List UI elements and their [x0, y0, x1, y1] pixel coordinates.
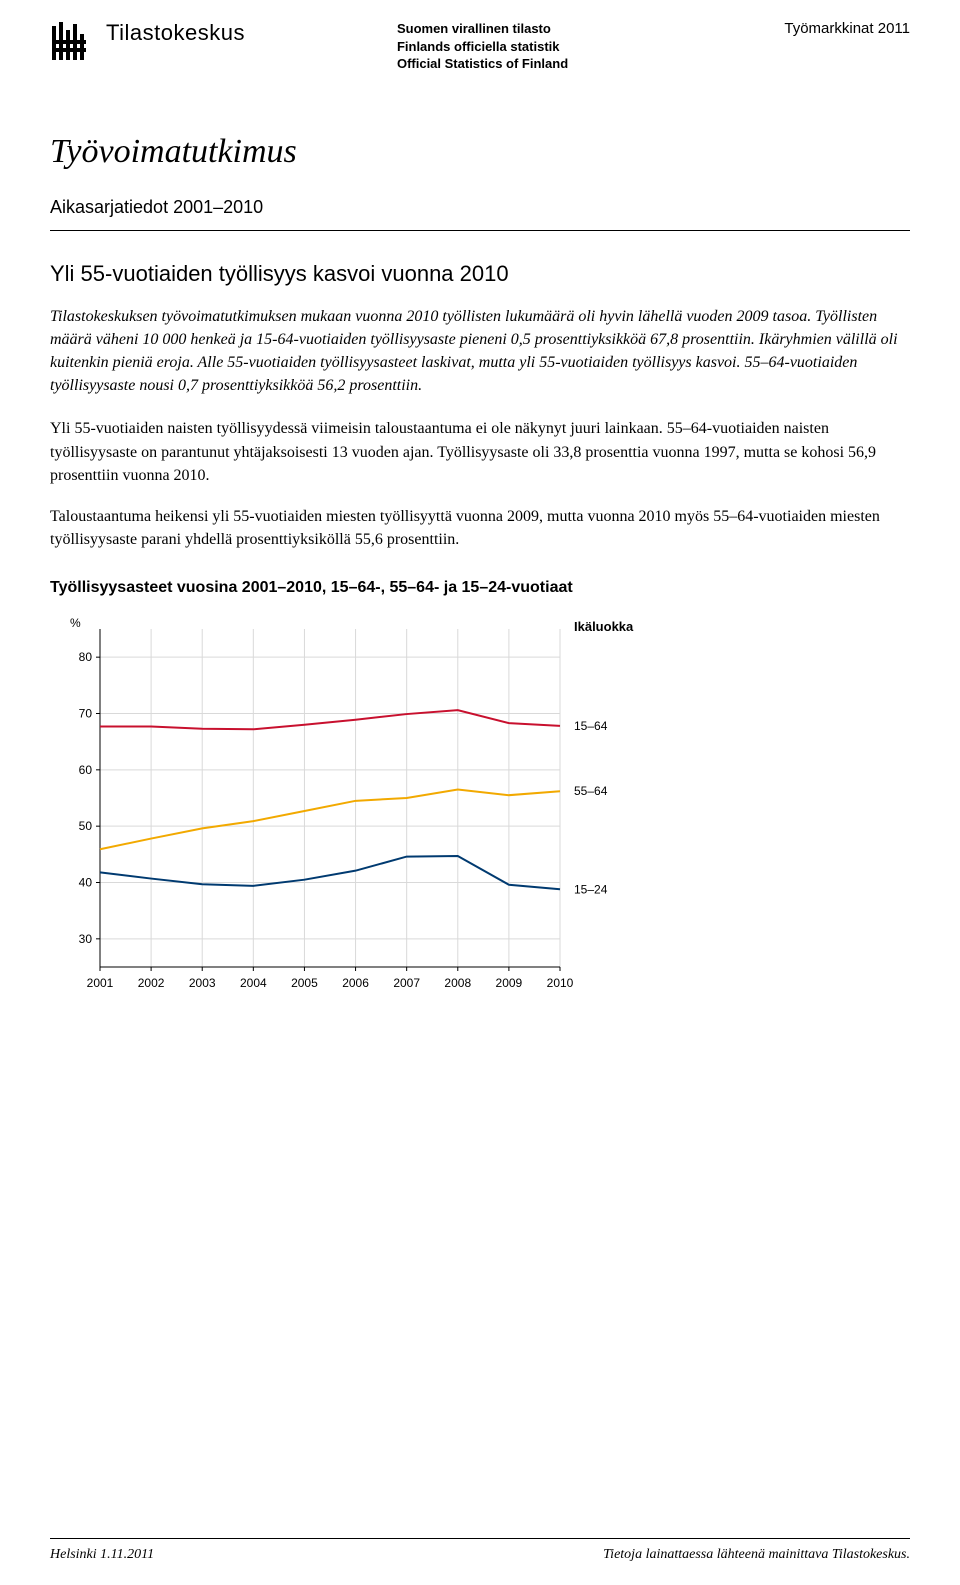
employment-rate-chart: 30 40 50 60 70 80 2001 2002 2003 2004 2005 2006 2007…	[50, 611, 670, 1006]
svg-text:80: 80	[79, 650, 93, 664]
svg-text:2010: 2010	[547, 976, 574, 990]
lead-paragraph: Tilastokeskuksen työvoimatutkimuksen muk…	[50, 305, 910, 398]
svg-text:2003: 2003	[189, 976, 216, 990]
page-header: Tilastokeskus Suomen virallinen tilasto …	[50, 20, 910, 73]
svg-text:40: 40	[79, 876, 93, 890]
official-title-en: Official Statistics of Finland	[397, 55, 568, 73]
title-rule	[50, 230, 910, 231]
svg-text:2008: 2008	[444, 976, 471, 990]
svg-text:2004: 2004	[240, 976, 267, 990]
tilastokeskus-logo-icon	[50, 20, 94, 64]
svg-text:2002: 2002	[138, 976, 165, 990]
svg-text:Ikäluokka: Ikäluokka	[574, 619, 634, 634]
svg-text:30: 30	[79, 932, 93, 946]
svg-text:2009: 2009	[496, 976, 523, 990]
svg-text:%: %	[70, 616, 81, 630]
svg-text:60: 60	[79, 763, 93, 777]
section-heading: Yli 55-vuotiaiden työllisyys kasvoi vuon…	[50, 261, 910, 287]
line-chart-svg: 30 40 50 60 70 80 2001 2002 2003 2004 2005 2006 2007…	[50, 611, 670, 1001]
page-footer: Helsinki 1.11.2011 Tietoja lainattaessa …	[50, 1538, 910, 1563]
document-subtitle: Aikasarjatiedot 2001–2010	[50, 197, 910, 218]
svg-text:15–64: 15–64	[574, 719, 608, 733]
svg-text:2006: 2006	[342, 976, 369, 990]
svg-text:70: 70	[79, 707, 93, 721]
chart-title: Työllisyysasteet vuosina 2001–2010, 15–6…	[50, 579, 910, 597]
svg-text:2007: 2007	[393, 976, 420, 990]
svg-text:2005: 2005	[291, 976, 318, 990]
svg-text:15–24: 15–24	[574, 883, 608, 897]
official-title-sv: Finlands officiella statistik	[397, 38, 568, 56]
footer-date: Helsinki 1.11.2011	[50, 1547, 154, 1563]
official-title-fi: Suomen virallinen tilasto	[397, 20, 568, 38]
svg-text:55–64: 55–64	[574, 785, 608, 799]
body-paragraph-2: Taloustaantuma heikensi yli 55-vuotiaide…	[50, 505, 910, 551]
header-left: Tilastokeskus Suomen virallinen tilasto …	[50, 20, 568, 73]
document-title: Työvoimatutkimus	[50, 133, 910, 171]
svg-text:50: 50	[79, 819, 93, 833]
official-statistics-titles: Suomen virallinen tilasto Finlands offic…	[397, 20, 568, 73]
publication-category: Työmarkkinat 2011	[784, 20, 910, 37]
footer-citation: Tietoja lainattaessa lähteenä mainittava…	[603, 1547, 910, 1563]
org-name: Tilastokeskus	[106, 20, 245, 46]
svg-text:2001: 2001	[87, 976, 114, 990]
body-paragraph-1: Yli 55-vuotiaiden naisten työllisyydessä…	[50, 417, 910, 487]
